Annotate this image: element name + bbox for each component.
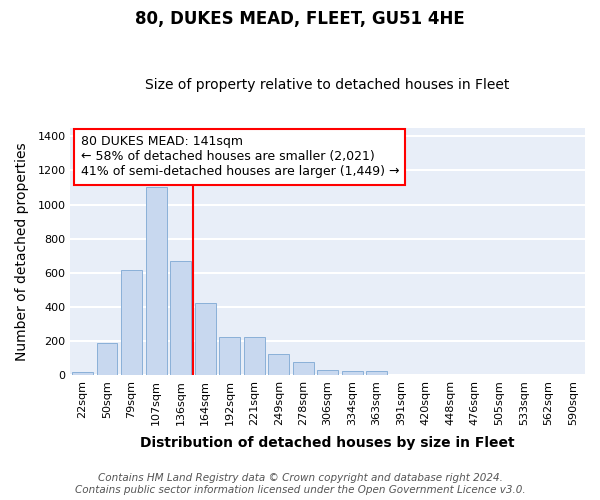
Bar <box>195 302 215 375</box>
Bar <box>244 338 265 375</box>
Bar <box>317 370 338 375</box>
Bar <box>146 186 167 375</box>
Title: Size of property relative to detached houses in Fleet: Size of property relative to detached ho… <box>145 78 510 92</box>
Bar <box>121 270 142 375</box>
X-axis label: Distribution of detached houses by size in Fleet: Distribution of detached houses by size … <box>140 436 515 450</box>
Bar <box>219 338 240 375</box>
Bar <box>97 342 118 375</box>
Text: 80, DUKES MEAD, FLEET, GU51 4HE: 80, DUKES MEAD, FLEET, GU51 4HE <box>135 10 465 28</box>
Y-axis label: Number of detached properties: Number of detached properties <box>15 142 29 360</box>
Text: Contains HM Land Registry data © Crown copyright and database right 2024.
Contai: Contains HM Land Registry data © Crown c… <box>74 474 526 495</box>
Bar <box>72 372 93 375</box>
Text: 80 DUKES MEAD: 141sqm
← 58% of detached houses are smaller (2,021)
41% of semi-d: 80 DUKES MEAD: 141sqm ← 58% of detached … <box>80 136 399 178</box>
Bar <box>293 362 314 375</box>
Bar <box>170 261 191 375</box>
Bar <box>366 372 387 375</box>
Bar <box>268 354 289 375</box>
Bar <box>342 370 362 375</box>
